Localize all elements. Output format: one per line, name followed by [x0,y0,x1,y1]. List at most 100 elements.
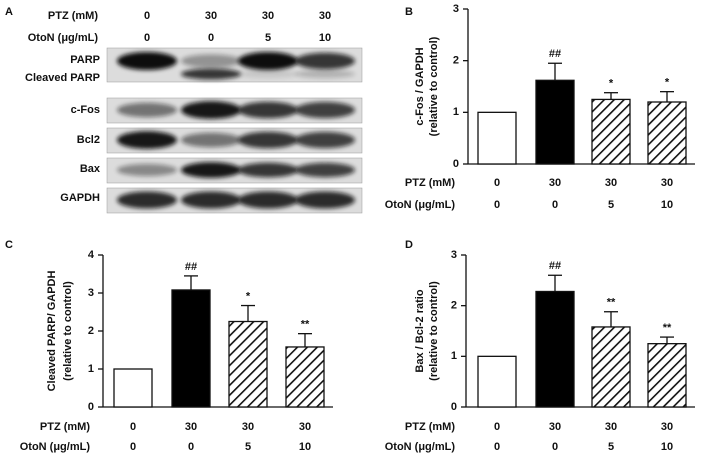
y-tick-label: 1 [451,350,457,362]
x-row-value: 30 [661,421,673,433]
lane-label: 0 [144,32,150,44]
blot-band [181,68,241,80]
row-label: OtoN (μg/mL) [385,441,456,453]
lane-label: 5 [265,32,271,44]
x-row-value: 0 [494,421,500,433]
lane-label: 0 [144,10,150,22]
panel-label: A [5,6,13,18]
blot-band [117,163,177,177]
blot-band [181,132,241,148]
blot-band [238,131,298,149]
band-label: Bax [80,163,101,175]
bar [535,290,575,408]
significance: ## [549,260,561,272]
blot-band [238,70,298,78]
x-row-value: 30 [185,421,197,433]
row-label: OtoN (μg/mL) [28,32,99,44]
x-row-value: 10 [661,441,673,453]
blot-band [295,101,355,119]
blot-band [238,101,298,119]
y-axis-label: Bax / Bcl-2 ratio [414,289,426,372]
x-row-value: 0 [552,199,558,211]
bar [113,368,153,408]
bar [228,320,268,408]
row-label: PTZ (mM) [405,177,455,189]
blot-band [295,191,355,209]
y-tick-label: 0 [451,401,457,413]
bar [285,346,325,408]
lane-label: 0 [208,32,214,44]
x-row-value: 30 [549,177,561,189]
band-label: PARP [70,54,100,66]
x-row-value: 30 [605,421,617,433]
blot-band [238,162,298,178]
x-row-value: 30 [242,421,254,433]
x-row-value: 0 [130,421,136,433]
x-row-value: 10 [661,199,673,211]
y-axis-label: c-Fos / GAPDH [414,47,426,125]
bar [535,79,575,165]
row-label: PTZ (mM) [405,421,455,433]
blot-band [295,162,355,178]
row-label: OtoN (μg/mL) [385,199,456,211]
row-label: PTZ (mM) [48,10,98,22]
x-row-value: 0 [494,177,500,189]
bar [647,101,687,165]
band-label: Cleaved PARP [25,72,100,84]
band-label: GAPDH [60,192,100,204]
significance: * [665,77,670,89]
band-label: c-Fos [71,104,100,116]
blot-band [117,52,177,70]
bar [477,355,517,408]
blot-band [117,191,177,209]
x-row-value: 5 [608,441,614,453]
y-tick-label: 3 [451,249,457,261]
blot-band [181,54,241,68]
panel-label: C [5,239,13,251]
x-row-value: 30 [661,177,673,189]
significance: * [246,290,251,302]
x-row-value: 5 [245,441,251,453]
bar [591,98,631,165]
y-tick-label: 2 [451,300,457,312]
blot-band [181,101,241,119]
y-tick-label: 0 [88,401,94,413]
y-axis-label: (relative to control) [62,281,74,381]
y-tick-label: 2 [453,55,459,67]
panel-label: D [405,239,413,251]
significance: * [609,78,614,90]
bar [171,289,211,408]
y-tick-label: 1 [88,363,94,375]
blot-band [117,131,177,149]
x-row-value: 0 [130,441,136,453]
blot-band [238,52,298,70]
x-row-value: 30 [605,177,617,189]
blot-band [238,191,298,209]
x-row-value: 10 [299,441,311,453]
y-tick-label: 0 [453,158,459,170]
lane-label: 10 [319,32,331,44]
lane-label: 30 [319,10,331,22]
blot-band [295,69,355,79]
x-row-value: 30 [299,421,311,433]
x-row-value: 30 [549,421,561,433]
x-row-value: 5 [608,199,614,211]
significance: ## [549,48,561,60]
y-axis-label: (relative to control) [428,281,440,381]
row-label: OtoN (μg/mL) [20,441,91,453]
lane-label: 30 [205,10,217,22]
band-label: Bcl2 [77,134,100,146]
blot-band [181,191,241,209]
row-label: PTZ (mM) [40,421,90,433]
blot-band [295,131,355,149]
y-tick-label: 3 [453,3,459,15]
significance: ** [301,319,310,331]
significance: ** [607,297,616,309]
bar [647,343,687,408]
bar [591,326,631,408]
x-row-value: 0 [494,199,500,211]
y-tick-label: 2 [88,325,94,337]
y-axis-label: Cleaved PARP/ GAPDH [46,271,58,392]
blot-band [117,102,177,118]
